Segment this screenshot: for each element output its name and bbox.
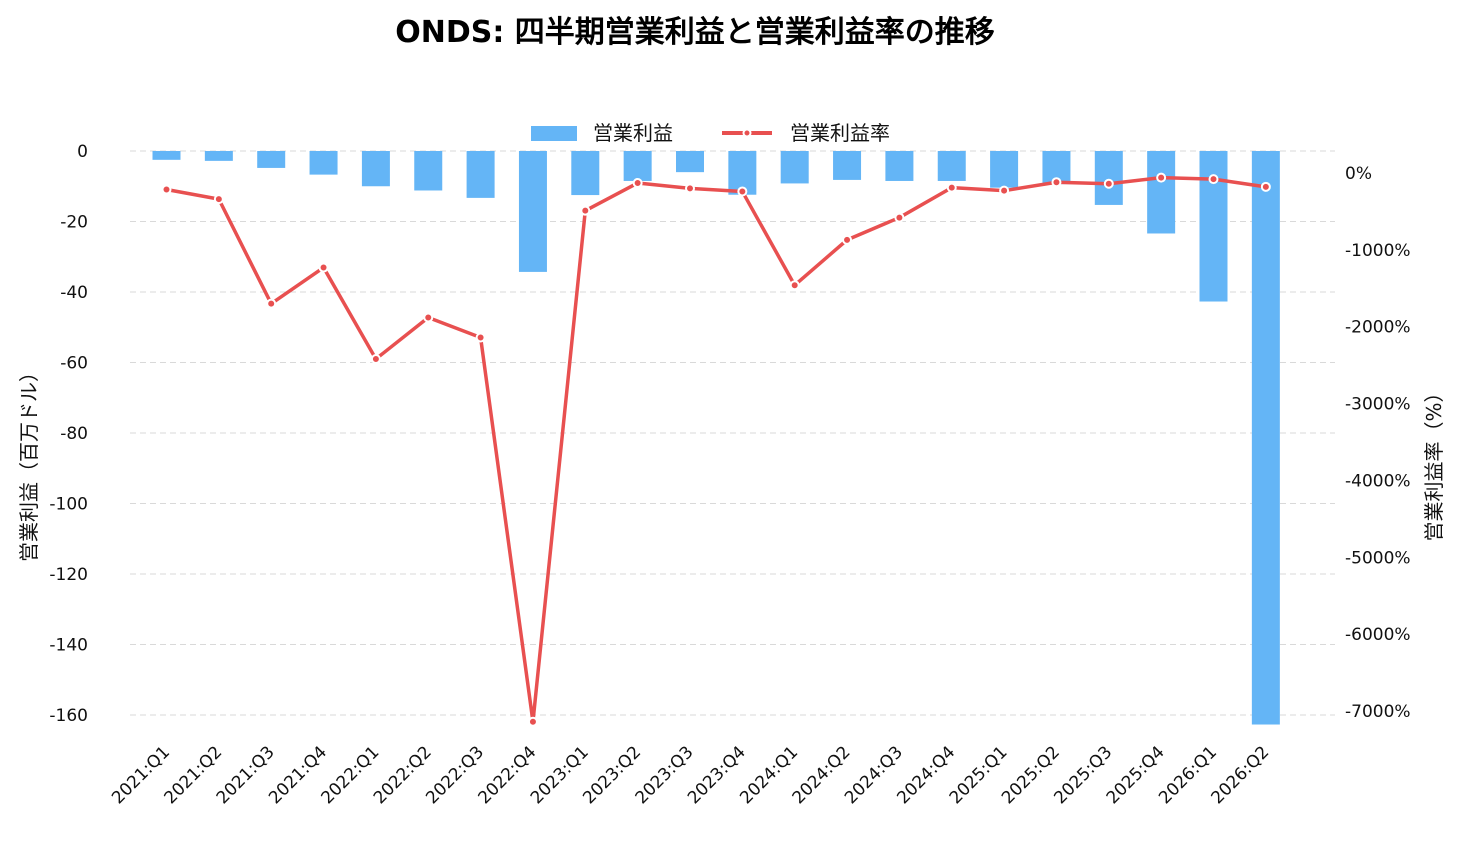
bar (204, 151, 233, 161)
line-point (1103, 178, 1114, 189)
line-series (161, 172, 1271, 727)
line-point (370, 353, 381, 364)
bar (1199, 151, 1228, 302)
x-tick-label: 2026:Q2 (1207, 742, 1273, 808)
y-tick-label: -160 (49, 706, 88, 726)
line-point (894, 212, 905, 223)
bar (990, 151, 1019, 188)
line-point (475, 332, 486, 343)
bar (152, 151, 181, 160)
bar (518, 151, 547, 272)
line-point (1156, 172, 1167, 183)
line-point (1051, 177, 1062, 188)
bar (885, 151, 914, 181)
line-point (527, 716, 538, 727)
y-tick-label: -40 (60, 283, 88, 303)
line-point (580, 205, 591, 216)
bar (414, 151, 443, 191)
y-tick-label: -100 (49, 495, 88, 515)
bar (676, 151, 704, 173)
y2-tick-label: -2000% (1345, 318, 1411, 338)
line-point (946, 182, 957, 193)
line-point (685, 183, 695, 194)
bar (833, 151, 862, 180)
y-tick-label: -140 (49, 636, 88, 656)
bar (623, 151, 652, 181)
line-point (213, 194, 224, 205)
bar (466, 151, 495, 198)
y-tick-label: -120 (49, 565, 88, 585)
y2-tick-label: 0% (1345, 164, 1372, 184)
chart-title: ONDS: 四半期営業利益と営業利益率の推移 (395, 15, 995, 50)
bar (937, 151, 966, 181)
line-point (161, 184, 172, 195)
bar (571, 151, 600, 196)
y2-tick-label: -1000% (1345, 241, 1411, 261)
bar (1094, 151, 1123, 205)
line-point (737, 186, 748, 197)
bar (1147, 151, 1176, 234)
y2-tick-label: -3000% (1345, 395, 1411, 415)
line-point (789, 280, 800, 291)
left-axis-ticks: 0 -20 -40 -60 -80 -100 -120 -140 -160 (49, 142, 88, 726)
y2-tick-label: -6000% (1345, 625, 1411, 645)
legend: 営業利益 営業利益率 (531, 121, 890, 145)
line-point (999, 185, 1010, 196)
line-point (266, 298, 277, 309)
line-point (1208, 174, 1219, 185)
legend-line-marker (742, 128, 752, 138)
legend-label-line: 営業利益率 (790, 121, 890, 145)
line-point (842, 234, 853, 245)
legend-label-bar: 営業利益 (593, 121, 673, 145)
y-tick-label: -60 (60, 354, 88, 374)
bar (780, 151, 809, 184)
y2-tick-label: -4000% (1345, 471, 1411, 491)
y-tick-label: 0 (77, 142, 88, 162)
bar (1251, 151, 1280, 725)
y2-tick-label: -5000% (1345, 548, 1411, 568)
right-axis-label: 営業利益率（%） (1422, 382, 1446, 541)
bar (257, 151, 286, 168)
left-axis-label: 営業利益（百万ドル） (17, 362, 41, 562)
bar (361, 151, 390, 187)
line-point (632, 177, 643, 188)
y2-tick-label: -7000% (1345, 702, 1411, 722)
x-axis-ticks: 2021:Q12021:Q22021:Q32021:Q42022:Q12022:… (108, 742, 1273, 808)
line-point (318, 262, 329, 273)
bar-series (152, 151, 1280, 725)
y-tick-label: -20 (60, 213, 88, 233)
line-point (1260, 181, 1271, 192)
gridlines (130, 150, 1335, 716)
line-path (166, 175, 1267, 724)
line-point (423, 312, 434, 323)
legend-bar-swatch (531, 126, 577, 141)
bar (309, 151, 338, 175)
y-tick-label: -80 (60, 424, 88, 444)
right-axis-ticks: 0% -1000% -2000% -3000% -4000% -5000% -6000% -7… (1345, 164, 1411, 722)
